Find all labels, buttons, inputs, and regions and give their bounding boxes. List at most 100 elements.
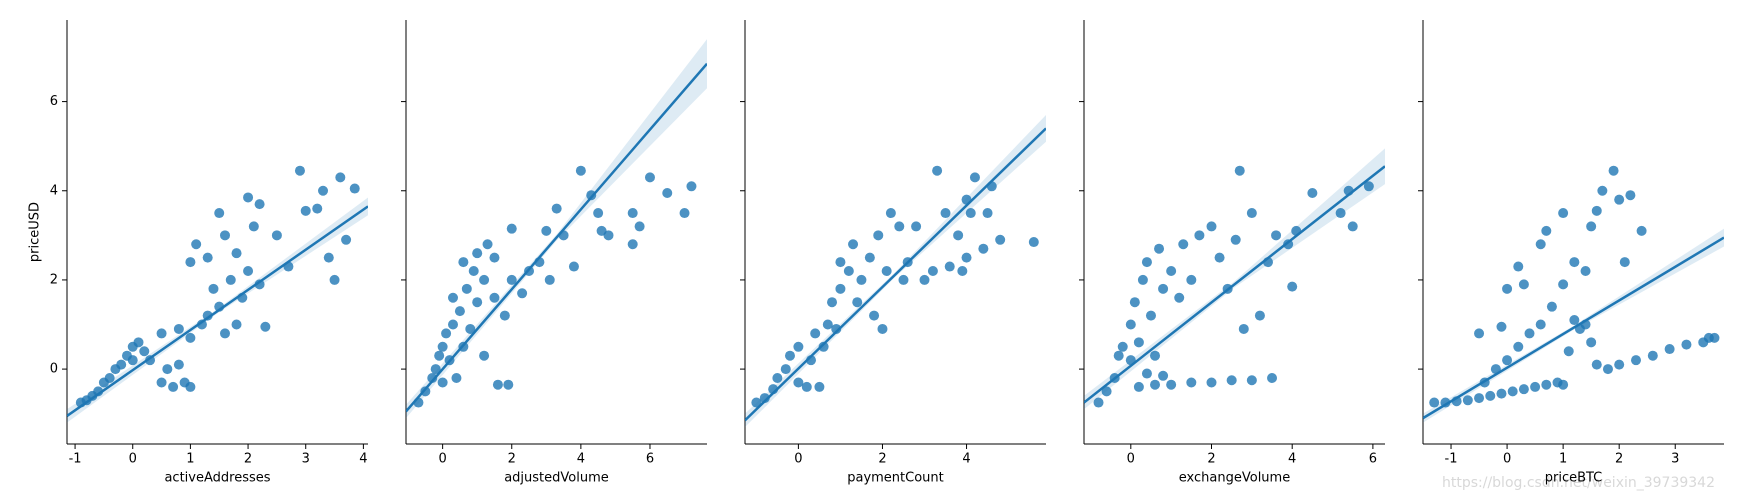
- point: [1614, 359, 1625, 370]
- point: [885, 208, 896, 219]
- point: [139, 346, 150, 357]
- x-tick-label: 3: [302, 452, 310, 467]
- point: [1569, 315, 1580, 326]
- regression-line: [67, 205, 368, 417]
- point: [323, 252, 334, 263]
- point: [1133, 381, 1144, 392]
- confidence-band: [745, 114, 1046, 428]
- point: [506, 223, 517, 234]
- point: [329, 274, 340, 285]
- point: [814, 381, 825, 392]
- point: [843, 266, 854, 277]
- x-tick-label: 0: [794, 452, 802, 467]
- point: [1101, 386, 1112, 397]
- point: [156, 328, 167, 339]
- x-tick-label: 2: [878, 452, 886, 467]
- point: [260, 321, 271, 332]
- point: [1535, 239, 1546, 250]
- point: [1093, 397, 1104, 408]
- point: [995, 234, 1006, 245]
- point: [662, 187, 673, 198]
- x-tick-label: 2: [1207, 452, 1215, 467]
- point: [1214, 252, 1225, 263]
- point: [944, 261, 955, 272]
- point: [1619, 257, 1630, 268]
- point: [202, 310, 213, 321]
- point: [202, 252, 213, 263]
- point: [1271, 230, 1282, 241]
- point: [1558, 379, 1569, 390]
- point: [312, 203, 323, 214]
- point: [644, 172, 655, 183]
- point: [1502, 283, 1513, 294]
- point: [1234, 165, 1245, 176]
- point: [173, 323, 184, 334]
- point: [1597, 185, 1608, 196]
- point: [231, 319, 242, 330]
- point: [759, 393, 770, 404]
- point: [568, 261, 579, 272]
- point: [940, 208, 951, 219]
- plot-area: [1423, 165, 1724, 423]
- plot-area: [745, 114, 1046, 428]
- point: [927, 266, 938, 277]
- point: [243, 192, 254, 203]
- x-tick-label: 6: [1369, 452, 1377, 467]
- point: [472, 297, 483, 308]
- point: [243, 266, 254, 277]
- point: [162, 364, 173, 375]
- point: [437, 377, 448, 388]
- point: [499, 310, 510, 321]
- point: [961, 252, 972, 263]
- point: [1502, 355, 1513, 366]
- point: [881, 266, 892, 277]
- point: [1028, 237, 1039, 248]
- point: [1117, 341, 1128, 352]
- point: [852, 297, 863, 308]
- point: [1591, 205, 1602, 216]
- point: [1150, 379, 1161, 390]
- point: [461, 283, 472, 294]
- point: [489, 252, 500, 263]
- plot-area: [67, 165, 368, 423]
- point: [1625, 190, 1636, 201]
- point: [1580, 266, 1591, 277]
- point: [1150, 350, 1161, 361]
- point: [1206, 221, 1217, 232]
- point: [271, 230, 282, 241]
- point: [156, 377, 167, 388]
- point: [231, 248, 242, 259]
- point: [898, 274, 909, 285]
- y-axis-label: priceUSD: [28, 202, 43, 262]
- point: [1226, 375, 1237, 386]
- point: [686, 181, 697, 192]
- point: [772, 373, 783, 384]
- point: [1664, 344, 1675, 355]
- point: [1524, 328, 1535, 339]
- point: [1462, 395, 1473, 406]
- x-tick-label: 2: [508, 452, 516, 467]
- plot-area: [1084, 148, 1385, 410]
- y-tick-label: 6: [50, 94, 58, 109]
- point: [219, 230, 230, 241]
- point: [1546, 301, 1557, 312]
- point: [133, 337, 144, 348]
- point: [168, 381, 179, 392]
- point: [1636, 225, 1647, 236]
- point: [957, 266, 968, 277]
- point: [254, 279, 265, 290]
- x-axis-label: exchangeVolume: [1179, 471, 1290, 486]
- point: [437, 341, 448, 352]
- point: [810, 328, 821, 339]
- point: [1518, 279, 1529, 290]
- point: [517, 288, 528, 299]
- point: [185, 381, 196, 392]
- point: [869, 310, 880, 321]
- plot-area: [406, 39, 707, 419]
- point: [593, 208, 604, 219]
- x-tick-label: -1: [1445, 452, 1458, 467]
- point: [1496, 388, 1507, 399]
- point: [1513, 341, 1524, 352]
- point: [451, 373, 462, 384]
